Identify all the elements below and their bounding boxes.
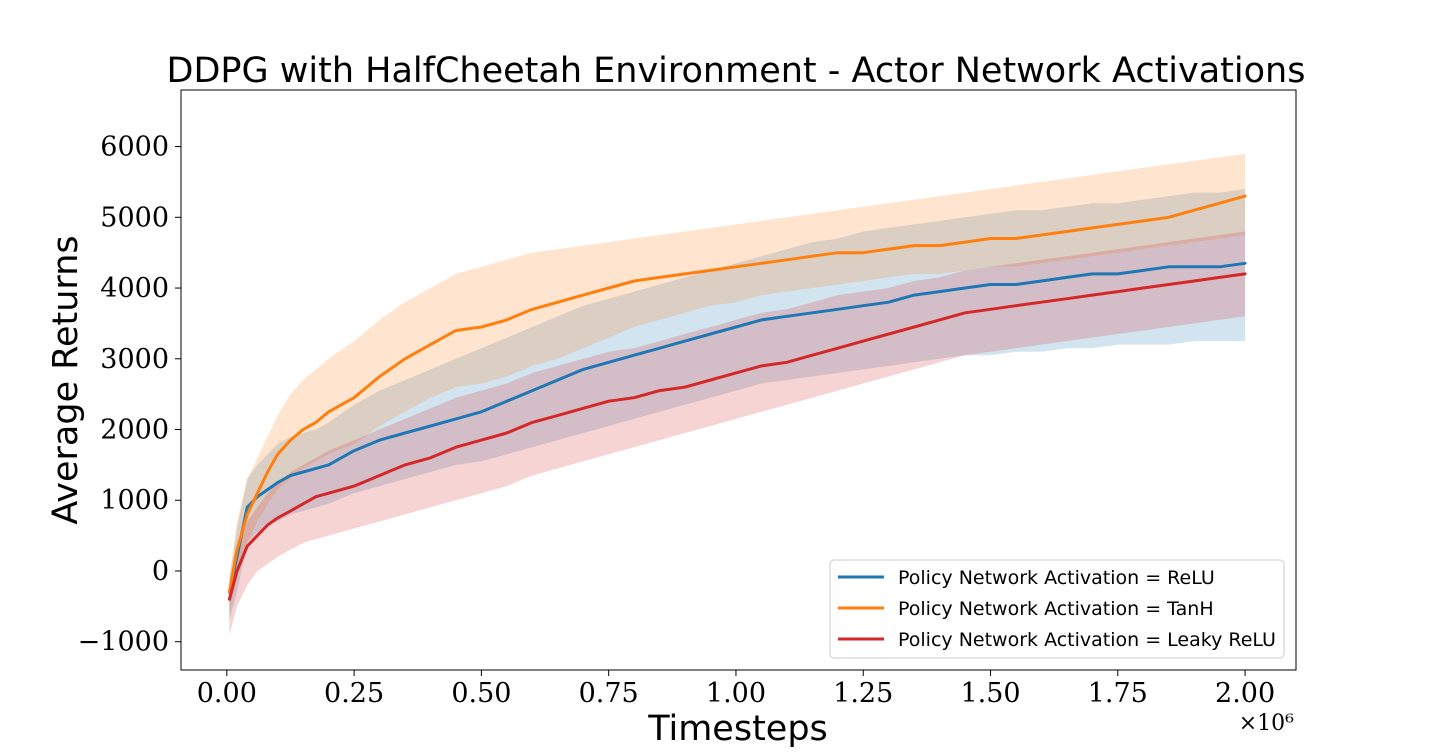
y-tick-label: 3000 [100,344,169,375]
line-tanh [227,194,1247,594]
y-tick-label: 4000 [100,273,169,304]
y-tick-label: 1000 [100,485,169,516]
y-tick-label: 6000 [100,132,169,163]
line-leaky-relu [227,272,1247,601]
band-leaky-relu [229,231,1246,635]
x-tick-label: 1.00 [706,678,766,709]
legend-box [829,559,1285,659]
chart-title: DDPG with HalfCheetah Environment - Acto… [167,51,1306,91]
x-tick-label: 1.75 [1088,678,1148,709]
x-tick-label: 0.25 [324,678,384,709]
x-tick-label: 2.00 [1215,678,1275,709]
band-relu [229,189,1246,621]
plot-frame [180,89,1297,671]
x-axis-label: Timesteps [647,709,828,749]
y-tick-label: 0 [152,556,169,587]
x-axis-ticks: 0.00 0.25 0.50 0.75 1.00 1.25 1.50 1.75 2.00 [197,670,1275,709]
y-tick-label: −1000 [78,627,169,658]
legend: Policy Network Activation = ReLU Policy N… [829,559,1285,659]
x-tick-label: 0.50 [451,678,511,709]
x-tick-label: 1.25 [833,678,893,709]
y-tick-label: 2000 [100,415,169,446]
series-lines [227,194,1247,601]
x-tick-label: 1.50 [960,678,1020,709]
x-tick-label: 0.00 [197,678,257,709]
legend-label-leaky-relu: Policy Network Activation = Leaky ReLU [898,629,1276,651]
legend-label-relu: Policy Network Activation = ReLU [898,567,1215,589]
band-tanh [229,153,1246,614]
confidence-bands [229,153,1246,635]
line-relu [227,261,1247,594]
x-tick-label: 0.75 [579,678,639,709]
y-axis-ticks: −1000 0 1000 2000 3000 4000 5000 6000 [78,132,181,658]
y-tick-label: 5000 [100,202,169,233]
legend-items: Policy Network Activation = ReLU Policy N… [838,567,1276,651]
legend-label-tanh: Policy Network Activation = TanH [898,598,1214,620]
x-axis-offset-label: ×10⁶ [1239,711,1294,736]
y-axis-label: Average Returns [46,235,86,524]
